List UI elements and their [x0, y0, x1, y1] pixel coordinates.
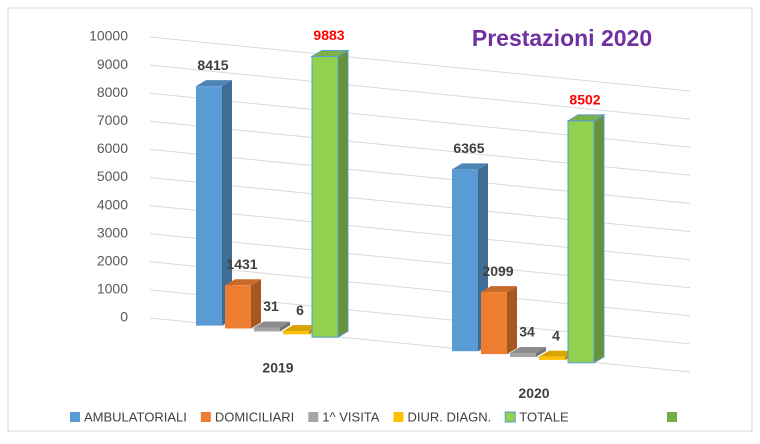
bar-top [254, 321, 290, 328]
y-tick-label: 10000 [89, 28, 128, 44]
bar [567, 120, 595, 364]
bar-top [510, 347, 546, 354]
bar [539, 356, 565, 360]
bar-side [222, 80, 232, 326]
value-label: 4 [552, 327, 560, 343]
x-tick-label: 2020 [518, 385, 549, 401]
y-tick-label: 2000 [97, 253, 128, 269]
legend-swatch-extra [667, 412, 677, 422]
y-tick-label: 6000 [97, 140, 128, 156]
legend-swatch [308, 412, 319, 422]
chart-title: Prestazioni 2020 [472, 25, 652, 51]
value-label: 6365 [453, 140, 484, 156]
y-tick-label: 4000 [97, 196, 128, 212]
value-label: 6 [296, 302, 304, 318]
bar-side [280, 321, 290, 332]
bar-side [536, 347, 546, 357]
value-label: 31 [263, 298, 279, 314]
legend-swatch [70, 412, 80, 422]
y-tick-label: 7000 [97, 112, 128, 128]
value-label: 1431 [226, 256, 257, 272]
legend-label: 1^ VISITA [322, 409, 379, 424]
value-label: 2099 [482, 263, 513, 279]
y-tick-label: 1000 [97, 281, 128, 297]
legend-swatch [504, 411, 516, 423]
y-tick-label: 0 [120, 309, 128, 325]
bar [254, 327, 280, 332]
grid-line [149, 64, 691, 120]
value-label: 8415 [197, 57, 228, 73]
value-label: 34 [519, 324, 535, 340]
y-tick-label: 8000 [97, 84, 128, 100]
bar-side [593, 114, 605, 364]
bar-top [225, 279, 261, 286]
bar [452, 169, 478, 352]
y-tick-label: 9000 [97, 56, 128, 72]
legend-label: TOTALE [519, 409, 569, 424]
bar [283, 331, 309, 335]
bar-top [539, 350, 575, 357]
x-tick-label: 2019 [262, 360, 293, 376]
chart-border [7, 7, 753, 432]
bar [311, 55, 339, 338]
legend-label: DIUR. DIAGN. [407, 409, 491, 424]
legend-swatch [200, 412, 211, 422]
bar-side [251, 279, 261, 329]
legend-swatch [393, 412, 404, 422]
bar-top [283, 325, 319, 332]
legend-label: AMBULATORIALI [84, 409, 187, 424]
grid-line [149, 36, 691, 92]
bar-top [452, 163, 488, 170]
bar-side [507, 286, 517, 355]
bar [510, 353, 536, 357]
bar [225, 285, 251, 329]
value-label: 8502 [569, 92, 600, 108]
value-label: 9883 [313, 27, 344, 43]
bar-side [337, 49, 349, 339]
bar-top [481, 286, 517, 293]
y-tick-label: 3000 [97, 224, 128, 240]
y-tick-label: 5000 [97, 168, 128, 184]
legend-label: DOMICILIARI [215, 409, 294, 424]
bar [196, 86, 222, 326]
bar [481, 292, 507, 355]
bar-top [196, 80, 232, 87]
